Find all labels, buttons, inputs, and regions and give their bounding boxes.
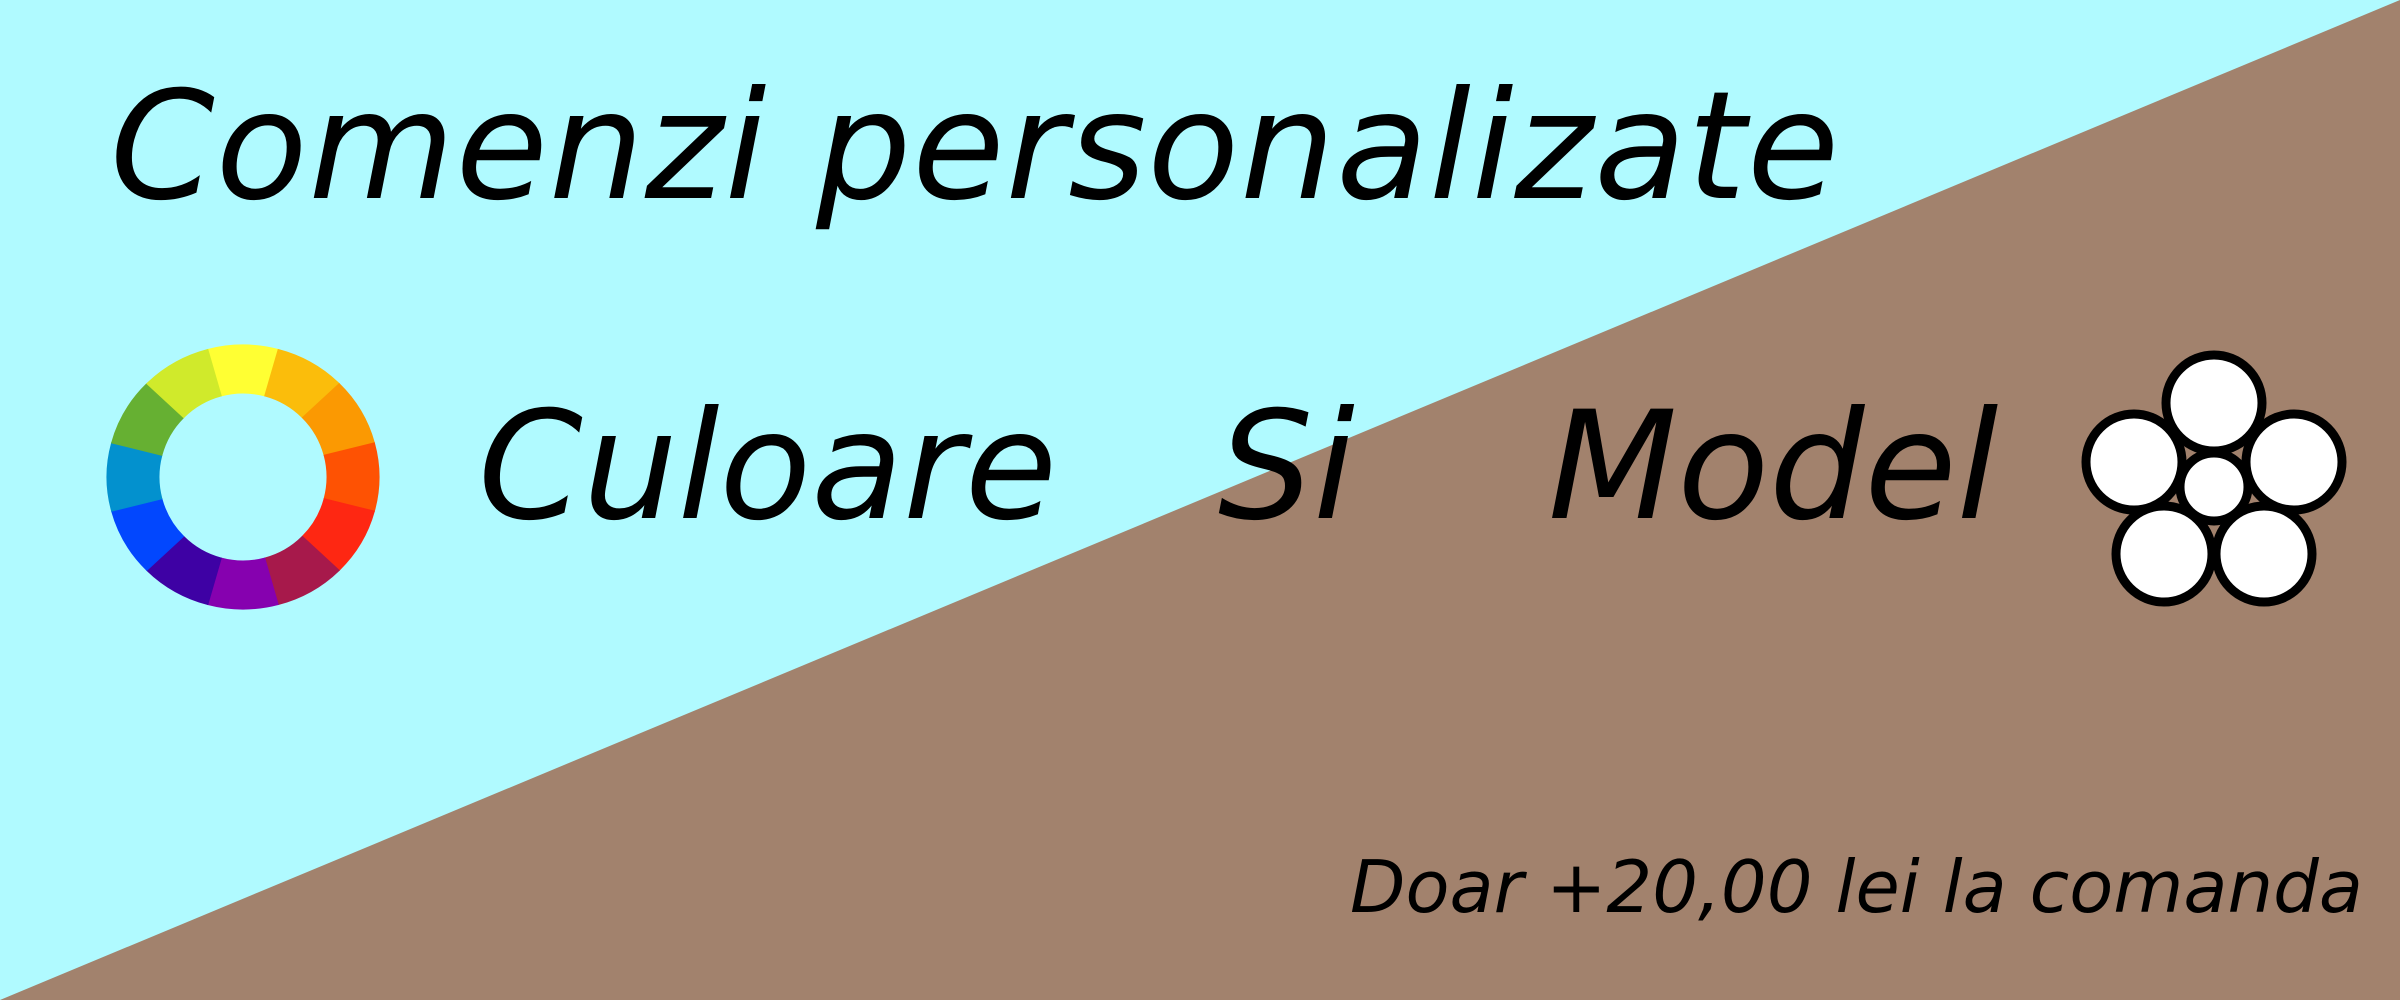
price-note: Doar +20,00 lei la comanda — [1350, 845, 2363, 929]
flower-icon — [2081, 350, 2347, 607]
feature-word-color: Culoare — [478, 380, 1058, 554]
headline: Comenzi personalizate — [110, 60, 1841, 234]
flower-petal — [2111, 501, 2217, 607]
color-wheel-segment — [146, 348, 222, 419]
flower-petal — [2081, 409, 2187, 515]
feature-word-model: Model — [1548, 380, 1999, 554]
color-wheel-icon — [106, 344, 380, 610]
flower-center — [2175, 448, 2253, 526]
feature-word-and: Si — [1218, 380, 1355, 554]
flower-petal — [2161, 350, 2267, 456]
flower-petal — [2241, 409, 2347, 515]
